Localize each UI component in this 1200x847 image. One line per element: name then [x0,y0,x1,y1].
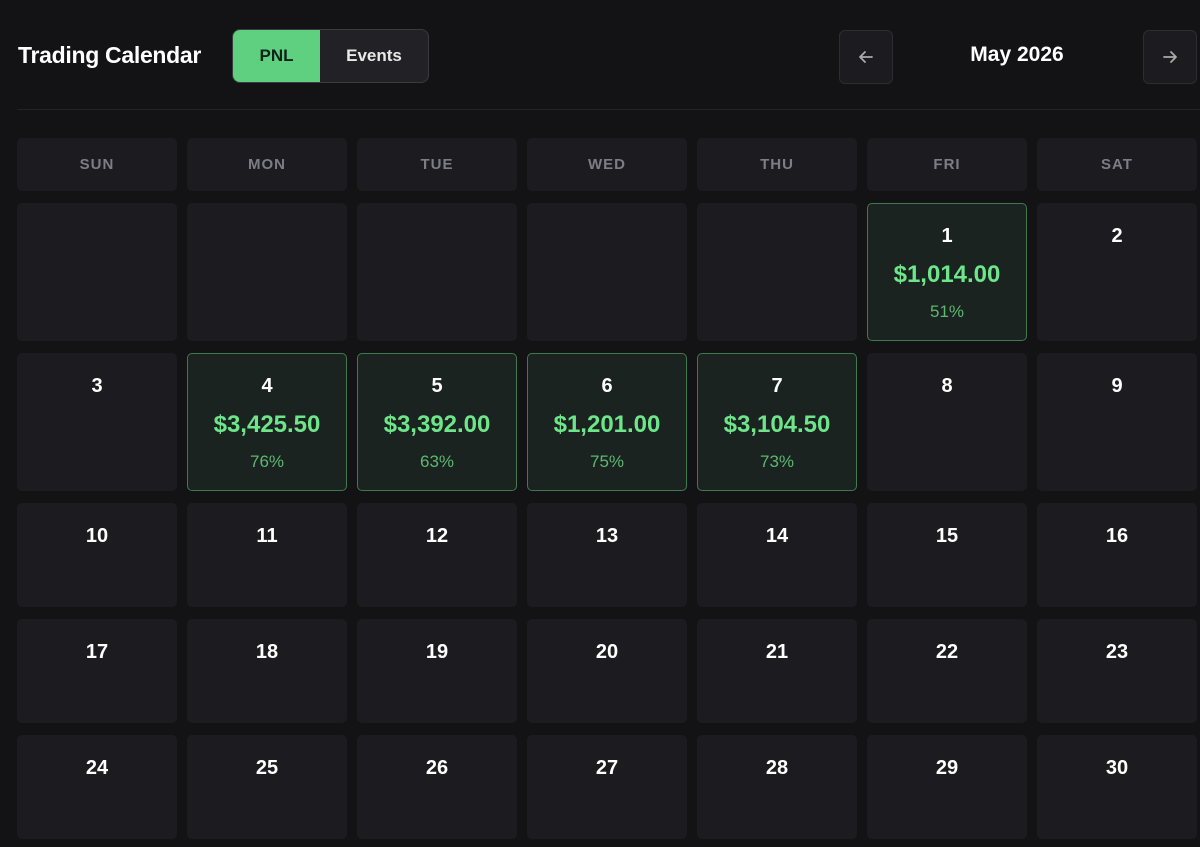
empty-cell [697,203,857,341]
day-number: 16 [1105,525,1129,547]
tabs: PNL Events [232,29,429,83]
day-number: 13 [595,525,619,547]
divider [17,109,1200,110]
weekday: SAT [1037,138,1197,191]
day-number: 19 [425,641,449,663]
empty-cell [527,203,687,341]
title: Trading Calendar [18,42,202,68]
win-rate: 76% [249,452,285,471]
day-cell[interactable]: 29 [867,735,1027,839]
day-number: 9 [1111,375,1123,397]
day-number: 1 [941,225,953,247]
day-number: 20 [595,641,619,663]
day-number: 29 [935,757,959,779]
day-number: 18 [255,641,279,663]
day-cell[interactable]: 1 $1,014.00 51% [867,203,1027,341]
day-cell[interactable]: 25 [187,735,347,839]
day-cell[interactable]: 17 [17,619,177,723]
day-cell[interactable]: 18 [187,619,347,723]
pnl: $1,201.00 [553,411,661,438]
day-cell[interactable]: 14 [697,503,857,607]
day-number: 6 [601,375,613,397]
day-number: 2 [1111,225,1123,247]
win-rate: 73% [759,452,795,471]
day-cell[interactable]: 8 [867,353,1027,491]
prev-button[interactable] [839,30,893,84]
tab[interactable]: PNL [233,30,320,82]
next-button[interactable] [1143,30,1197,84]
empty-cell [187,203,347,341]
day-number: 25 [255,757,279,779]
day-number: 15 [935,525,959,547]
weekday: MON [187,138,347,191]
day-cell[interactable]: 3 [17,353,177,491]
day-cell[interactable]: 2 [1037,203,1197,341]
day-number: 7 [771,375,783,397]
empty-cell [357,203,517,341]
day-cell[interactable]: 22 [867,619,1027,723]
day-number: 10 [85,525,109,547]
pnl: $3,425.50 [213,411,321,438]
day-cell[interactable]: 30 [1037,735,1197,839]
day-cell[interactable]: 7 $3,104.50 73% [697,353,857,491]
win-rate: 63% [419,452,455,471]
day-number: 3 [91,375,103,397]
day-number: 23 [1105,641,1129,663]
day-number: 8 [941,375,953,397]
day-cell[interactable]: 19 [357,619,517,723]
day-number: 12 [425,525,449,547]
day-number: 30 [1105,757,1129,779]
arrow-left [859,51,873,63]
day-cell[interactable]: 4 $3,425.50 76% [187,353,347,491]
day-number: 27 [595,757,619,779]
day-number: 4 [261,375,273,397]
day-number: 24 [85,757,109,779]
day-number: 17 [85,641,109,663]
day-number: 14 [765,525,789,547]
day-cell[interactable]: 23 [1037,619,1197,723]
empty-cell [17,203,177,341]
weekday: TUE [357,138,517,191]
day-number: 26 [425,757,449,779]
day-cell[interactable]: 5 $3,392.00 63% [357,353,517,491]
pnl: $1,014.00 [893,261,1001,288]
day-number: 5 [431,375,443,397]
weekday: THU [697,138,857,191]
day-cell[interactable]: 12 [357,503,517,607]
day-cell[interactable]: 27 [527,735,687,839]
arrow-right [1163,51,1177,63]
day-cell[interactable]: 26 [357,735,517,839]
day-cell[interactable]: 6 $1,201.00 75% [527,353,687,491]
day-cell[interactable]: 11 [187,503,347,607]
day-number: 11 [256,525,278,547]
weekday: WED [527,138,687,191]
day-cell[interactable]: 28 [697,735,857,839]
win-rate: 75% [589,452,625,471]
weekday: SUN [17,138,177,191]
pnl: $3,392.00 [383,411,491,438]
day-number: 28 [765,757,789,779]
day-number: 22 [935,641,959,663]
day-cell[interactable]: 24 [17,735,177,839]
win-rate: 51% [929,302,965,321]
pnl: $3,104.50 [723,411,831,438]
day-cell[interactable]: 15 [867,503,1027,607]
day-cell[interactable]: 10 [17,503,177,607]
month: May 2026 [970,43,1064,66]
day-cell[interactable]: 20 [527,619,687,723]
day-cell[interactable]: 13 [527,503,687,607]
day-cell[interactable]: 9 [1037,353,1197,491]
calendar-grid: SUN MON TUE WED THU FRI SAT 1 $1,014.00 51% 2 3 4 $3,… [17,138,1197,839]
day-number: 21 [765,641,789,663]
day-cell[interactable]: 16 [1037,503,1197,607]
day-cell[interactable]: 21 [697,619,857,723]
tab[interactable]: Events [346,46,402,65]
weekday: FRI [867,138,1027,191]
